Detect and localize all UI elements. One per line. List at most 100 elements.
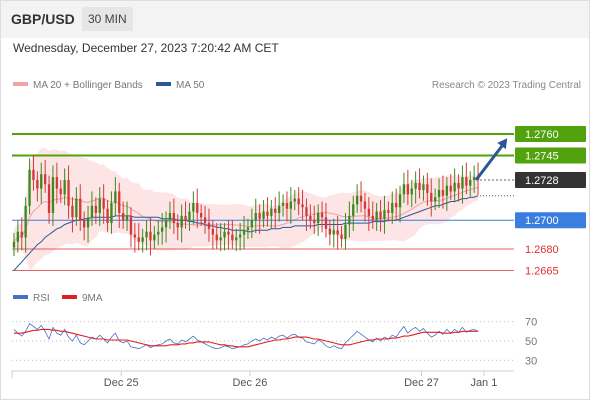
candle (293, 190, 296, 211)
candle (176, 214, 179, 241)
candle-body (394, 202, 398, 208)
candle (59, 179, 62, 203)
candle-body (199, 213, 203, 218)
bollinger-band-area (13, 147, 479, 271)
candle-body (235, 237, 238, 241)
candle (449, 174, 452, 201)
candle (20, 217, 23, 251)
candle-body (410, 188, 413, 195)
candle (160, 213, 164, 245)
candle (106, 200, 109, 232)
candle (383, 195, 386, 234)
candle (414, 171, 417, 204)
candle-body (121, 213, 125, 221)
candle (235, 228, 238, 252)
candle-body (379, 211, 382, 219)
candle (90, 191, 94, 226)
candle-body (246, 227, 250, 231)
candle-body (47, 184, 51, 213)
candle (316, 204, 320, 236)
legend-bollinger-label: MA 20 + Bollinger Bands (33, 80, 143, 91)
candle (121, 201, 125, 229)
candle (336, 215, 339, 250)
level-1-2700-label: 1.2700 (525, 215, 559, 227)
candle (465, 162, 468, 195)
candle (172, 198, 176, 234)
candle (157, 220, 160, 246)
candle (289, 187, 293, 224)
candle-body (114, 191, 117, 203)
forecast-arrow-shaft (474, 143, 505, 181)
candle (433, 188, 437, 211)
candle-body (414, 182, 417, 189)
candle (402, 172, 406, 203)
candle (324, 202, 328, 238)
candle (359, 181, 363, 213)
candle-body (133, 234, 137, 238)
candle (363, 192, 367, 222)
candle (215, 223, 218, 249)
candle (98, 187, 101, 226)
candle (410, 179, 413, 208)
level-1-2745-label: 1.2745 (525, 151, 559, 163)
level-1-2745-box (515, 147, 586, 164)
candle (102, 184, 105, 224)
candle-body (433, 197, 437, 202)
candle-body (223, 231, 226, 238)
candle (219, 223, 222, 252)
candle (82, 211, 86, 241)
candle-body (203, 217, 207, 224)
candle-body (285, 202, 289, 209)
candle (437, 178, 441, 208)
candle (348, 201, 351, 238)
candle-body (141, 237, 144, 242)
candle (137, 223, 140, 251)
forecast-arrow-head (497, 138, 508, 150)
candle-body (180, 215, 183, 228)
candle-body (316, 213, 320, 224)
candle (270, 200, 273, 229)
candle (320, 201, 324, 233)
candle (40, 162, 43, 204)
candle (367, 197, 371, 231)
candle (238, 223, 242, 251)
candle (453, 168, 456, 203)
candle (129, 207, 133, 248)
candle (371, 201, 374, 229)
legend-ma50: MA 50 (156, 80, 204, 91)
candle-body (238, 234, 242, 238)
candle-body (75, 198, 78, 218)
candle-body (383, 210, 386, 219)
candle-body (387, 210, 390, 213)
x-tick-label: Dec 27 (404, 377, 439, 389)
candle-body (32, 169, 35, 180)
candle-body (227, 231, 230, 235)
candle (145, 220, 148, 251)
candle (375, 202, 378, 231)
candle-body (309, 215, 312, 221)
candle-body (67, 179, 70, 206)
ma20-line (13, 187, 479, 243)
candle (196, 188, 199, 229)
candle (86, 205, 90, 243)
candle (79, 184, 82, 231)
candle-body (469, 179, 472, 186)
candle-body (359, 195, 363, 202)
candle-body (336, 230, 339, 235)
candle-body (332, 230, 335, 235)
candle (164, 211, 168, 243)
candle (188, 202, 191, 231)
candle-body (82, 220, 86, 228)
candle (141, 228, 144, 253)
rsi-tick-label: 50 (525, 336, 537, 348)
candle-body (12, 241, 16, 248)
ma50-line (13, 195, 479, 271)
candle (313, 205, 316, 234)
candle (71, 197, 74, 233)
candle-body (16, 231, 20, 242)
candle (418, 168, 421, 199)
candle (340, 225, 343, 248)
candle (297, 187, 300, 216)
candle (250, 208, 254, 239)
timeframe-button[interactable]: 30 MIN (82, 7, 133, 31)
